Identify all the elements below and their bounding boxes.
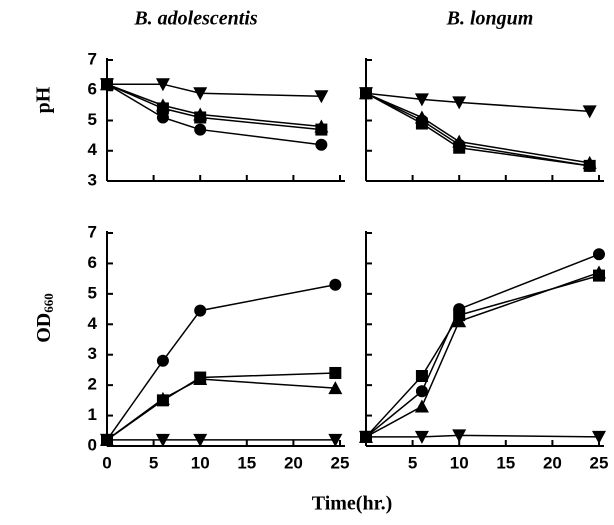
point <box>414 430 429 444</box>
point <box>415 370 428 383</box>
point <box>360 87 372 100</box>
series-line <box>365 92 590 167</box>
point <box>329 278 342 291</box>
point <box>328 381 343 395</box>
point <box>155 433 170 447</box>
y-tick-label: 1 <box>88 405 97 424</box>
panel-title: B. longum <box>446 8 534 30</box>
panel-title: B. adolescentis <box>133 8 258 30</box>
point <box>155 78 170 92</box>
x-tick-label: 20 <box>284 453 303 472</box>
y-axis-label: pH <box>33 86 55 113</box>
point <box>193 87 208 101</box>
point <box>592 430 606 444</box>
y-tick-label: 7 <box>88 49 97 68</box>
point <box>156 354 169 367</box>
y-tick-label: 5 <box>88 283 97 302</box>
series-line <box>365 271 600 438</box>
series-line <box>365 253 600 438</box>
point <box>452 314 467 328</box>
point <box>314 119 329 133</box>
point <box>452 96 467 110</box>
point <box>593 248 605 261</box>
y-tick-label: 4 <box>88 140 98 159</box>
y-tick-label: 4 <box>88 314 98 333</box>
series-line <box>365 274 600 438</box>
series-line <box>365 92 590 164</box>
series-line <box>366 434 600 438</box>
x-tick-label: 10 <box>450 453 469 472</box>
series-line <box>106 378 336 441</box>
point <box>193 107 208 121</box>
y-tick-label: 6 <box>88 253 97 272</box>
y-tick-label: 3 <box>88 170 97 189</box>
x-tick-label: 5 <box>408 453 417 472</box>
point <box>194 304 207 317</box>
point <box>314 90 329 104</box>
point <box>414 399 429 413</box>
point <box>583 159 596 172</box>
x-tick-label: 15 <box>237 453 256 472</box>
point <box>101 78 113 91</box>
x-tick-label: 5 <box>149 453 158 472</box>
point <box>100 433 114 447</box>
series-line <box>106 83 322 131</box>
y-tick-label: 2 <box>88 375 97 394</box>
x-tick-label: 0 <box>102 453 111 472</box>
series-line <box>106 283 336 441</box>
y-label-main: OD <box>33 313 55 343</box>
point <box>592 265 606 279</box>
point <box>155 98 170 112</box>
y-tick-label: 3 <box>88 344 97 363</box>
y-tick-label: 0 <box>88 435 97 454</box>
point <box>359 430 373 444</box>
point <box>193 372 208 386</box>
series-line <box>106 83 322 146</box>
x-tick-label: 25 <box>331 453 350 472</box>
point <box>582 105 597 119</box>
point <box>453 141 466 154</box>
y-tick-label: 7 <box>88 222 97 241</box>
point <box>315 138 328 151</box>
point <box>193 433 208 447</box>
point <box>414 93 429 107</box>
series-line <box>107 83 322 98</box>
y-axis-label: OD660 <box>33 293 56 343</box>
x-tick-label: 20 <box>543 453 562 472</box>
point <box>194 123 207 136</box>
point <box>329 366 342 379</box>
series-line <box>365 92 590 167</box>
point <box>156 111 169 124</box>
point <box>452 429 467 443</box>
x-tick-label: 10 <box>191 453 210 472</box>
x-tick-label: 25 <box>590 453 609 472</box>
y-tick-label: 5 <box>88 110 97 129</box>
y-label-subscript: 660 <box>41 293 56 313</box>
series-line <box>106 372 336 441</box>
x-axis-label: Time(hr.) <box>312 493 393 515</box>
point <box>155 391 170 405</box>
y-tick-label: 6 <box>88 80 97 99</box>
x-tick-label: 15 <box>496 453 515 472</box>
series-line <box>106 83 322 128</box>
point <box>415 117 428 130</box>
point <box>415 385 428 398</box>
series-line <box>365 92 590 113</box>
point <box>328 433 343 447</box>
